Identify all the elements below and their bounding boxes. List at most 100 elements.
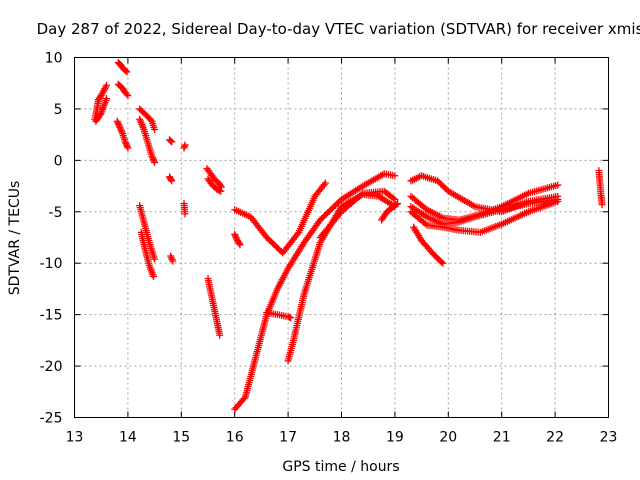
data-point — [168, 138, 176, 146]
series-seg-b — [92, 95, 111, 125]
y-tick-label: -20 — [40, 359, 63, 375]
data-point — [122, 67, 130, 75]
data-point — [168, 177, 176, 185]
x-tick-label: 14 — [119, 430, 137, 446]
x-tick-label: 20 — [439, 430, 457, 446]
data-point — [167, 137, 175, 145]
data-point — [151, 158, 159, 166]
data-point — [96, 110, 104, 118]
series-seg-w — [316, 187, 399, 241]
data-point — [167, 176, 175, 184]
series-seg-n — [180, 200, 189, 218]
data-point — [392, 201, 400, 209]
data-point — [124, 92, 132, 100]
x-tick-label: 22 — [546, 430, 564, 446]
data-point — [103, 81, 111, 89]
data-point — [124, 144, 132, 152]
series-seg-i — [137, 228, 158, 281]
x-tick-label: 18 — [333, 430, 351, 446]
series-seg-t — [231, 170, 399, 413]
data-point — [117, 125, 125, 133]
series-seg-k — [166, 173, 176, 185]
data-point — [121, 138, 129, 146]
data-point — [122, 139, 130, 147]
data-point — [149, 155, 157, 163]
data-point — [123, 90, 131, 98]
y-tick-label: -15 — [40, 308, 63, 324]
series-seg-s — [231, 179, 329, 257]
data-point — [287, 314, 295, 322]
series-seg-ab — [407, 198, 562, 236]
data-point — [181, 210, 189, 218]
x-tick-label: 15 — [172, 430, 190, 446]
series-seg-c — [114, 59, 131, 76]
y-tick-label: 5 — [54, 102, 63, 118]
data-point — [123, 68, 131, 76]
data-point — [357, 191, 365, 199]
series-seg-aa — [407, 195, 562, 228]
data-point — [554, 181, 562, 189]
data-point — [235, 239, 243, 247]
series-seg-r — [231, 230, 244, 249]
series-seg-u — [263, 309, 295, 322]
data-point — [391, 172, 399, 180]
data-point — [421, 220, 429, 228]
series-seg-ad — [595, 167, 606, 209]
y-tick-label: -10 — [40, 256, 63, 272]
data-point — [103, 95, 111, 103]
data-point — [389, 194, 397, 202]
data-point — [231, 232, 239, 240]
y-axis-label: SDTVAR / TECUs — [7, 181, 23, 296]
data-point — [240, 394, 248, 402]
series-seg-j — [166, 136, 176, 146]
series-seg-x — [378, 200, 402, 224]
data-point — [181, 141, 189, 149]
x-tick-label: 21 — [493, 430, 511, 446]
data-point — [117, 127, 125, 135]
series-seg-e — [113, 117, 132, 152]
series-seg-p — [204, 175, 225, 195]
data-point — [123, 141, 131, 149]
data-point — [123, 142, 131, 150]
series-seg-o — [203, 165, 225, 191]
x-axis: 13 14 15 16 17 18 19 20 21 22 23 — [66, 57, 618, 446]
data-point — [113, 117, 121, 125]
x-tick-label: 23 — [600, 430, 618, 446]
data-point — [321, 179, 329, 187]
data-point — [216, 331, 224, 339]
x-tick-label: 17 — [279, 430, 297, 446]
data-point — [149, 154, 157, 162]
data-point — [438, 258, 446, 266]
y-tick-label: 0 — [54, 153, 63, 169]
data-point — [114, 119, 122, 127]
series-seg-a — [91, 81, 111, 123]
data-point — [232, 234, 240, 241]
y-tick-label: 10 — [45, 51, 63, 67]
data-point — [150, 273, 158, 281]
data-point — [391, 195, 399, 203]
series-seg-q — [204, 275, 224, 339]
data-point — [394, 200, 402, 208]
series-seg-f — [136, 105, 159, 133]
y-tick-label: -5 — [49, 205, 63, 221]
data-point — [215, 187, 223, 195]
x-axis-label: GPS time / hours — [282, 459, 399, 475]
y-tick-label: -25 — [40, 411, 63, 427]
x-tick-label: 19 — [386, 430, 404, 446]
data-point — [115, 120, 123, 128]
data-point — [231, 230, 239, 238]
data-point — [320, 181, 328, 189]
data-point — [151, 255, 159, 263]
data-point — [217, 187, 225, 195]
data-point — [150, 157, 158, 165]
chart-title: Day 287 of 2022, Sidereal Day-to-day VTE… — [37, 20, 640, 38]
data-point — [598, 201, 606, 209]
data-marks — [91, 59, 606, 413]
series-seg-g — [136, 115, 159, 166]
data-point — [115, 122, 123, 130]
y-axis: 10 5 0 -5 -10 -15 -20 -25 — [40, 51, 609, 427]
data-point — [169, 257, 177, 265]
data-point — [118, 128, 126, 136]
x-tick-label: 16 — [226, 430, 244, 446]
